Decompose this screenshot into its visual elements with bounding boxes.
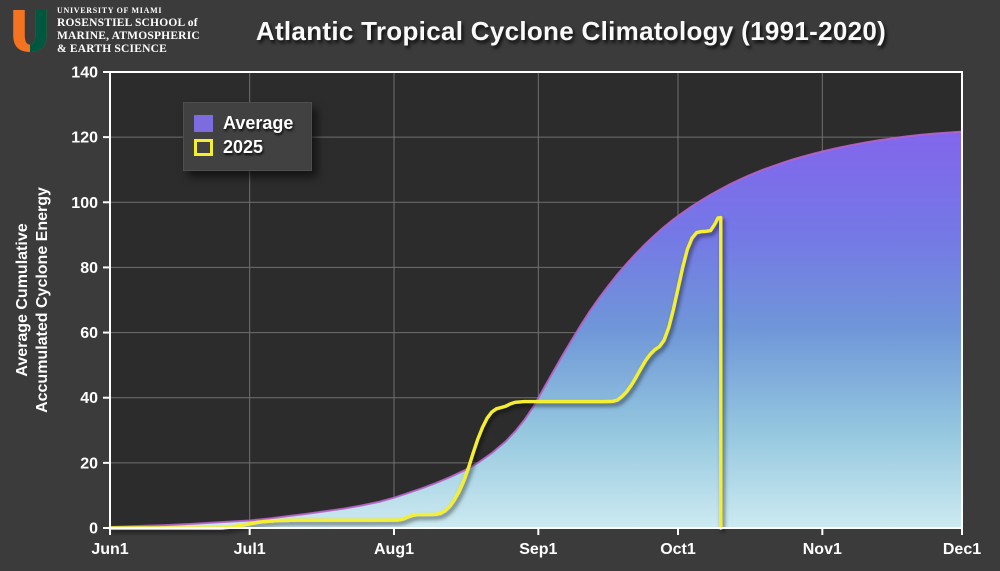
y-tick-label: 0 [89,521,98,538]
line-2025 [108,215,723,530]
legend-average-label: Average [223,113,294,133]
x-tick-label: Dec1 [943,541,981,558]
um-split-u-icon [13,10,47,52]
y-axis-title-line: Average Cumulative [14,223,31,376]
um-logo-right [30,10,47,52]
university-logo: UNIVERSITY OF MIAMI ROSENSTIEL SCHOOL of… [10,6,200,56]
y-tick-label: 140 [71,65,98,82]
x-tick-label: Jun1 [91,541,128,558]
header: UNIVERSITY OF MIAMI ROSENSTIEL SCHOOL of… [0,0,1000,64]
logo-university-line: UNIVERSITY OF MIAMI [57,6,163,15]
average-area [110,131,962,528]
logo-school-line-3: & EARTH SCIENCE [57,43,167,55]
x-tick-label: Aug1 [374,541,414,558]
legend-item-2025: 2025 [194,137,293,158]
logo-school-line-2: MARINE, ATMOSPHERIC [57,30,200,42]
chart-title: Atlantic Tropical Cyclone Climatology (1… [255,15,887,46]
y-tick-label: 100 [71,195,98,212]
average-area-edge [109,130,963,528]
legend-average-swatch [194,115,213,132]
x-tick-label: Jul1 [234,541,266,558]
y-tick-label: 20 [80,455,98,472]
y-tick-label: 40 [80,390,98,407]
plot-border [109,71,963,529]
legend-2025-label: 2025 [223,137,264,157]
legend-item-average: Average [194,113,293,134]
logo-text-block: UNIVERSITY OF MIAMI ROSENSTIEL SCHOOL of… [57,6,200,56]
legend-2025-swatch [194,139,213,156]
y-tick-label: 120 [71,130,98,147]
logo-school-line-1: ROSENSTIEL SCHOOL of [57,17,198,29]
legend: Average 2025 [183,102,313,171]
y-tick-label: 80 [80,260,98,277]
x-tick-label: Nov1 [803,541,842,558]
x-tick-label: Sep1 [519,541,557,558]
y-axis-title-line: Accumulated Cyclone Energy [34,187,51,413]
x-tick-label: Oct1 [660,541,696,558]
y-tick-label: 60 [80,325,98,342]
